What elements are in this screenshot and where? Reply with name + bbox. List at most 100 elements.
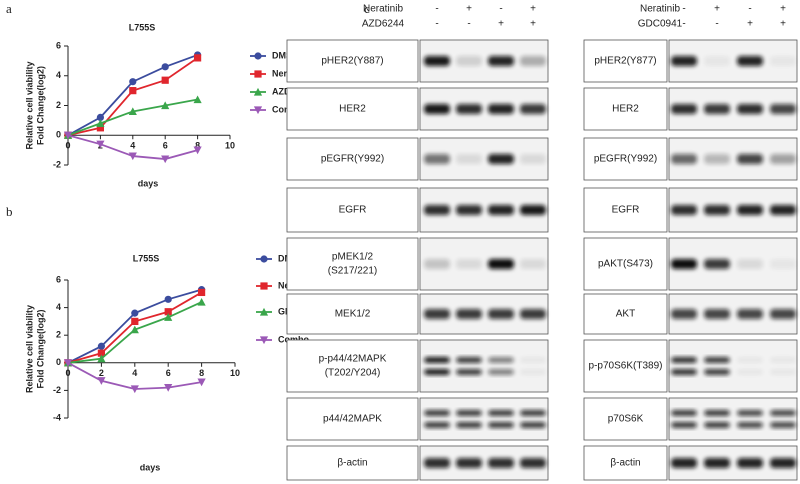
marker [253, 106, 263, 115]
y-axis-label: Fold Change(log2) [35, 66, 45, 145]
y-tick-label: -2 [53, 385, 61, 395]
protein-label: AKT [616, 309, 635, 320]
band [770, 309, 796, 319]
protein-label: pAKT(S473) [598, 259, 653, 270]
y-tick-label: 6 [56, 274, 61, 284]
marker [63, 131, 73, 140]
band [456, 369, 482, 375]
marker [97, 342, 105, 350]
marker [129, 78, 137, 86]
marker [131, 317, 139, 325]
marker [96, 113, 104, 121]
band [424, 309, 450, 319]
protein-label: pEGFR(Y992) [321, 154, 384, 165]
marker [97, 377, 106, 385]
band [520, 309, 546, 319]
band [456, 259, 482, 269]
marker [194, 54, 202, 62]
band [704, 309, 730, 319]
protein-label: pHER2(Y877) [594, 56, 656, 67]
marker [164, 384, 173, 392]
treatment-sign: - [435, 19, 438, 30]
band [424, 422, 450, 428]
protein-label: β-actin [337, 458, 367, 469]
label-box [286, 187, 419, 233]
treatment-sign: - [715, 19, 718, 30]
label-box [583, 445, 668, 481]
treatment-sign: - [435, 4, 438, 15]
band [737, 56, 763, 66]
band [770, 357, 796, 363]
x-tick-label: 2 [99, 368, 104, 378]
band [488, 205, 514, 215]
protein-label: pMEK1/2 [332, 252, 374, 263]
label-box [583, 39, 668, 83]
chart-title: L755S [133, 253, 160, 263]
chart-title: L755S [129, 22, 156, 32]
marker [161, 76, 169, 84]
band [424, 410, 450, 416]
marker [193, 146, 202, 155]
legend-label: DMSO [272, 50, 299, 60]
band [704, 259, 730, 269]
band [520, 259, 546, 269]
treatment-sign: + [530, 4, 536, 15]
band [456, 410, 482, 416]
treatment-sign: + [747, 19, 753, 30]
y-tick-label: -4 [53, 412, 61, 422]
marker [164, 313, 173, 321]
band [456, 56, 482, 66]
y-tick-label: 0 [56, 357, 61, 367]
band [456, 154, 482, 164]
band [737, 458, 763, 468]
label-box [286, 293, 419, 335]
band [704, 205, 730, 215]
band [737, 259, 763, 269]
marker [259, 336, 269, 345]
protein-label: p70S6K [608, 414, 644, 425]
marker [96, 140, 105, 149]
marker [128, 107, 137, 116]
protein-label: p44/42MAPK [323, 414, 382, 425]
marker [161, 101, 170, 110]
band [737, 422, 763, 428]
band [704, 410, 730, 416]
band [520, 357, 546, 363]
protein-label: β-actin [610, 458, 640, 469]
band [770, 104, 796, 114]
treatment-sign: + [780, 19, 786, 30]
x-tick-label: 6 [163, 141, 168, 151]
blot-box [419, 397, 549, 441]
label-box [286, 237, 419, 291]
label-box [583, 237, 668, 291]
marker [253, 87, 263, 96]
treatment-sign: + [466, 4, 472, 15]
label-box [583, 87, 668, 131]
treatment-sign: - [499, 4, 502, 15]
protein-label: pEGFR(Y992) [594, 154, 657, 165]
x-axis-label: days [138, 178, 159, 188]
protein-label: (S217/221) [328, 266, 377, 277]
treatment-sign: - [682, 19, 685, 30]
marker [96, 119, 105, 127]
band [671, 56, 697, 66]
band [737, 104, 763, 114]
treatment-sign: + [530, 19, 536, 30]
band [770, 259, 796, 269]
band [671, 259, 697, 269]
band [488, 56, 514, 66]
treatment-label: Neratinib [363, 4, 403, 15]
marker [197, 378, 206, 387]
band [770, 56, 796, 66]
marker [128, 152, 137, 161]
y-axis-label: Fold Change(log2) [35, 310, 45, 389]
marker [260, 282, 268, 290]
x-tick-label: 8 [195, 141, 200, 151]
series-line [67, 54, 198, 137]
band [424, 56, 450, 66]
legend-label: Combo [278, 334, 309, 344]
treatment-label: GDC0941 [638, 19, 683, 30]
band [520, 422, 546, 428]
band [671, 369, 697, 375]
blot-box [419, 339, 549, 393]
